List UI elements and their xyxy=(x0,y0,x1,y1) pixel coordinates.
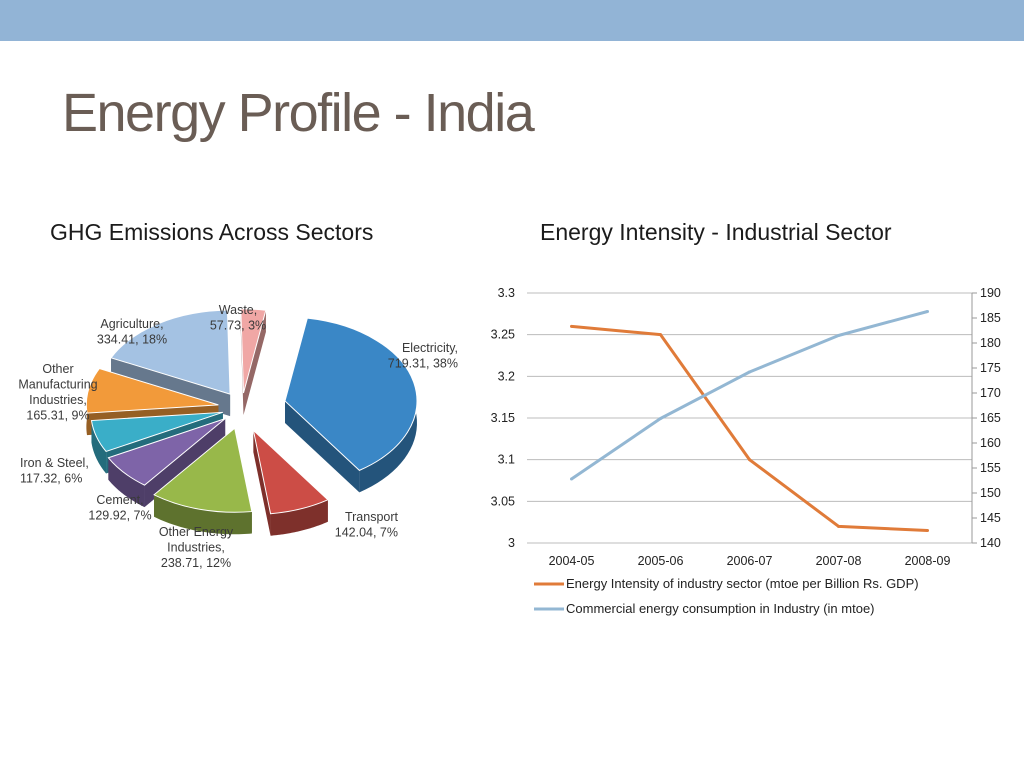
pie-label-other-energy-industries: Other Energy Industries, 238.71, 12% xyxy=(159,525,234,570)
data-point xyxy=(748,370,751,374)
legend-label: Commercial energy consumption in Industr… xyxy=(566,601,875,616)
y-right-tick-label: 175 xyxy=(980,361,1001,375)
y-left-tick-label: 3.2 xyxy=(498,369,515,383)
y-left-tick-label: 3.1 xyxy=(498,453,515,467)
x-tick-label: 2007-08 xyxy=(816,554,862,568)
data-point xyxy=(748,458,751,462)
y-right-tick-label: 140 xyxy=(980,536,1001,550)
y-right-tick-label: 180 xyxy=(980,336,1001,350)
x-tick-label: 2004-05 xyxy=(549,554,595,568)
y-right-tick-label: 165 xyxy=(980,411,1001,425)
pie-slice-electricity xyxy=(284,317,418,493)
series-line-energy-intensity xyxy=(571,324,928,532)
line-chart-heading: Energy Intensity - Industrial Sector xyxy=(540,219,892,245)
pie-label-electricity: Electricity, 719.31, 38% xyxy=(388,341,458,371)
x-tick-label: 2006-07 xyxy=(727,554,773,568)
y-right-tick-label: 190 xyxy=(980,286,1001,300)
x-tick-label: 2008-09 xyxy=(905,554,951,568)
y-left-tick-label: 3.3 xyxy=(498,286,515,300)
ghg-pie-chart: Electricity, 719.31, 38% Transport 142.04, … xyxy=(18,303,458,570)
pie-chart-heading: GHG Emissions Across Sectors xyxy=(50,219,374,245)
pie-label-agriculture: Agriculture, 334.41, 18% xyxy=(97,317,167,347)
data-point xyxy=(570,477,573,481)
energy-intensity-line-chart: 3 3.05 3.1 3.15 3.2 3.25 3.3 140 145 150 155 160 165… xyxy=(491,286,1001,616)
y-right-tick-label: 160 xyxy=(980,436,1001,450)
pie-label-transport: Transport 142.04, 7% xyxy=(335,510,399,540)
data-point xyxy=(659,333,662,337)
data-point xyxy=(837,334,840,337)
data-point xyxy=(837,524,840,528)
pie-label-iron-and-steel: Iron & Steel, 117.32, 6% xyxy=(20,456,89,486)
y-right-tick-label: 170 xyxy=(980,386,1001,400)
series-line-commercial-energy xyxy=(570,310,928,481)
y-left-tick-label: 3.05 xyxy=(491,494,515,508)
data-point xyxy=(926,529,929,532)
slide-title: Energy Profile - India xyxy=(62,83,535,143)
data-point xyxy=(926,310,929,313)
pie-slice-cement xyxy=(107,418,226,508)
y-right-tick-label: 185 xyxy=(980,311,1001,325)
pie-slice-other-energy-industries xyxy=(153,427,253,535)
y-right-tick-label: 155 xyxy=(980,461,1001,475)
y-right-tick-label: 145 xyxy=(980,511,1001,525)
data-point xyxy=(659,417,662,420)
y-left-tick-label: 3.15 xyxy=(491,411,515,425)
data-point xyxy=(570,324,573,328)
y-left-tick-label: 3 xyxy=(508,536,515,550)
pie-label-cement: Cement, 129.92, 7% xyxy=(88,493,151,523)
y-right-tick-label: 150 xyxy=(980,486,1001,500)
legend-label: Energy Intensity of industry sector (mto… xyxy=(566,576,919,591)
top-band xyxy=(0,0,1024,41)
pie-slice-transport xyxy=(252,428,329,536)
x-tick-label: 2005-06 xyxy=(638,554,684,568)
pie-slice-waste xyxy=(240,308,267,416)
pie-label-other-manufacturing-industries: Other Manufacturing Industries, 165.31, 9% xyxy=(18,362,97,423)
pie-label-waste: Waste, 57.73, 3% xyxy=(210,303,266,333)
y-left-tick-label: 3.25 xyxy=(491,328,515,342)
